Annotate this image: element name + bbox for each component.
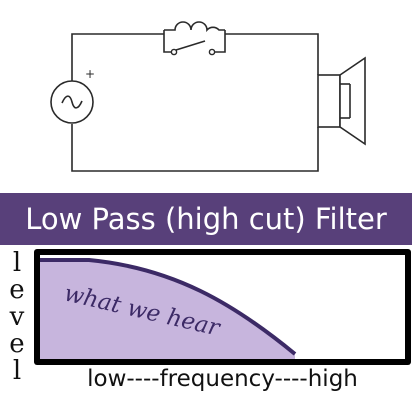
wire-bottom (71, 124, 319, 172)
wire-top-left (71, 33, 164, 102)
response-curve (39, 258, 297, 356)
parallel-block-right (214, 34, 226, 53)
wire-top-right (225, 33, 319, 75)
level-letter: e (9, 329, 25, 359)
level-axis-label: l e v e l (4, 250, 30, 385)
plot-inner-border (38, 253, 407, 361)
frequency-axis-label: low----frequency----high (87, 366, 358, 392)
banner-title: Low Pass (high cut) Filter (25, 202, 387, 236)
level-letter: v (9, 302, 25, 332)
parallel-block-left (163, 34, 172, 53)
title-banner: Low Pass (high cut) Filter (0, 193, 412, 245)
level-letter: l (12, 248, 22, 278)
source-polarity-label: + (85, 67, 95, 81)
ac-source-icon (50, 80, 94, 124)
level-letter: e (9, 275, 25, 305)
inductor-icon (164, 21, 225, 33)
level-letter: l (12, 356, 22, 386)
circuit-diagram: + (50, 21, 366, 172)
frequency-response-plot: what we hear (34, 249, 411, 365)
switch-icon (170, 40, 216, 56)
passband-fill (39, 260, 295, 360)
speaker-icon (317, 56, 366, 146)
